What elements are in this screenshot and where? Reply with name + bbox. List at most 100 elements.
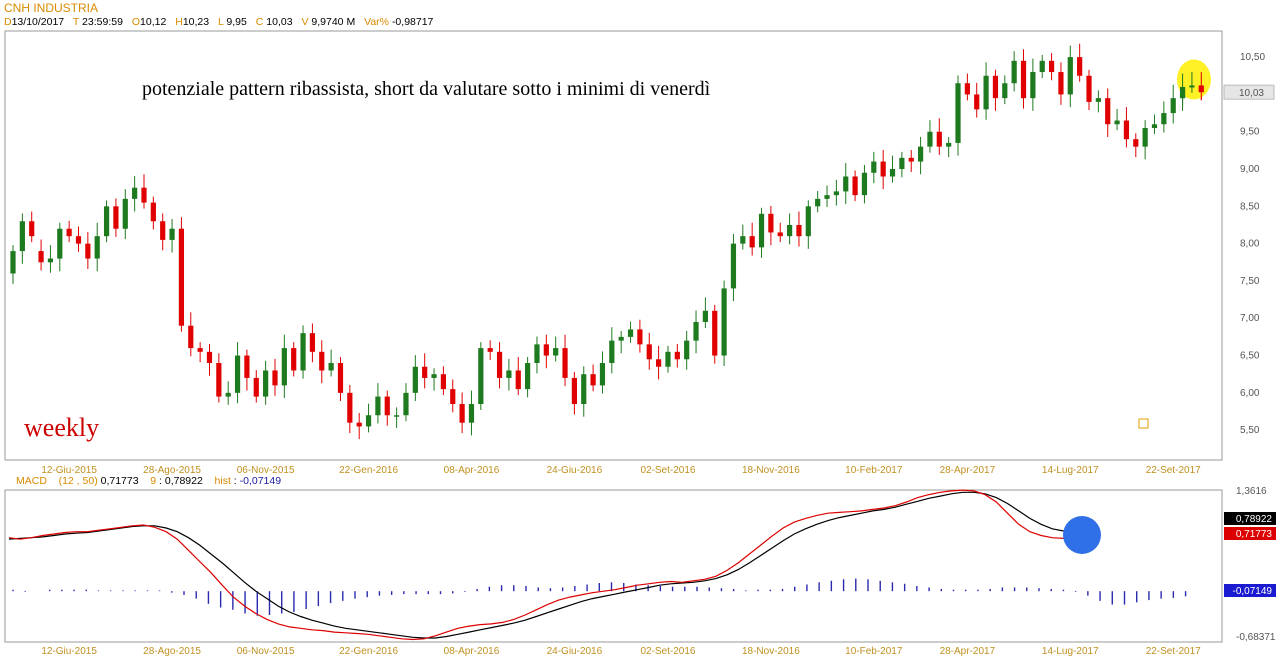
candle-body [160,221,166,240]
candle-body [103,206,110,237]
var-value: -0,98717 [391,16,434,28]
macd-lines [8,489,1087,641]
candle-body [1086,75,1092,102]
candle-body [412,366,418,393]
chart-title: CNH INDUSTRIA [4,1,99,15]
macd-plot-area [4,489,1223,643]
candle-body [459,404,465,423]
candle-body [815,198,821,207]
candle-body [263,370,269,397]
candle-body [122,198,128,229]
signal-value-box-label: 0,78922 [1236,514,1273,525]
macd-ytick-top: 1,3616 [1236,486,1267,497]
candle-body [618,336,624,341]
macd-value: 0,71773 [100,475,139,487]
candle-body [656,359,662,367]
high-key: H [175,16,183,28]
candle-body [964,83,970,95]
hist-value-box-label: -0,07149 [1233,586,1273,597]
macd-xtick-label: 10-Feb-2017 [845,646,903,657]
candle-body [861,172,868,196]
candle-body [113,206,119,229]
price-plot-area [4,30,1223,461]
price-ytick-label: 10,50 [1240,52,1265,63]
price-xtick-label: 08-Apr-2016 [444,465,500,476]
candle-body [1058,72,1064,95]
candle-body [337,363,344,393]
price-xtick-label: 24-Giu-2016 [547,465,603,476]
macd-panel [4,489,1223,643]
price-x-axis: 12-Giu-2015 28-Ago-2015 06-Nov-2015 22-Gen-… [41,465,1201,476]
candle-body [730,243,737,289]
macd-xtick-label: 18-Nov-2016 [742,646,800,657]
candle-body [1011,60,1017,84]
candle-body [889,169,896,177]
candle-body [936,131,942,147]
close-key: C [255,16,264,28]
macd-line [8,489,1087,641]
macd-label: MACD [16,475,47,487]
candle-body [169,228,175,240]
candle-body [525,363,531,390]
candle-body [1179,86,1186,99]
candle-body [1067,57,1073,95]
price-ytick-label: 6,50 [1240,351,1260,362]
low-value: 9,95 [226,16,247,28]
candle-body [833,191,839,196]
candle-body [693,321,699,341]
candle-body [188,325,194,349]
candle-body [291,348,297,371]
high-value: 10,23 [182,16,210,28]
candle-body [496,351,503,378]
price-ytick-label: 9,00 [1240,164,1260,175]
ohlc-readout: D13/10/2017 T 23:59:59 O10,12 H10,23 L 9… [4,16,439,28]
candle-body [515,370,521,390]
macd-xtick-label: 12-Giu-2015 [41,646,97,657]
candle-body [637,329,643,345]
candle-body [478,348,484,405]
macd-histogram [12,578,1187,616]
macd-xtick-label: 06-Nov-2015 [237,646,295,657]
candle-body [1020,60,1027,99]
candle-body [506,370,512,378]
macd-ytick-bottom: -0,68371 [1236,632,1276,643]
candle-body [805,206,811,237]
candle-body [356,422,362,427]
candle-body [1161,113,1167,125]
date-value: 13/10/2017 [11,16,65,28]
candle-body [19,221,25,252]
candle-body [394,415,400,417]
candle-body [852,176,858,196]
price-xtick-label: 12-Giu-2015 [41,465,97,476]
candle-body [272,370,278,386]
candle-body [665,351,671,367]
signal-key: 9 [150,475,157,487]
candle-body [749,236,755,248]
candle-body [777,232,783,237]
candle-body [178,228,185,326]
candle-body [908,157,914,162]
candle-body [365,415,372,427]
candle-body [422,366,428,378]
candle-body [206,351,213,364]
candle-body [627,329,634,337]
annotation-text: potenziale pattern ribassista, short da … [142,78,711,100]
price-xtick-label: 18-Nov-2016 [742,465,800,476]
candle-body [375,396,381,416]
macd-xtick-label: 08-Apr-2016 [444,646,500,657]
hist-value-box [1224,584,1276,597]
candle-body [487,348,493,352]
candle-body [1039,60,1045,73]
candle-body [1142,127,1148,147]
candle-body [468,404,475,423]
macd-xtick-label: 02-Set-2016 [640,646,695,657]
candle-body [543,344,549,356]
candle-body [85,243,91,259]
candle-body [1133,139,1139,147]
candle-body [917,146,924,162]
candle-body [684,340,690,360]
signal-line [8,491,1086,639]
price-ytick-label: 7,00 [1240,313,1260,324]
candle-body [75,236,82,244]
